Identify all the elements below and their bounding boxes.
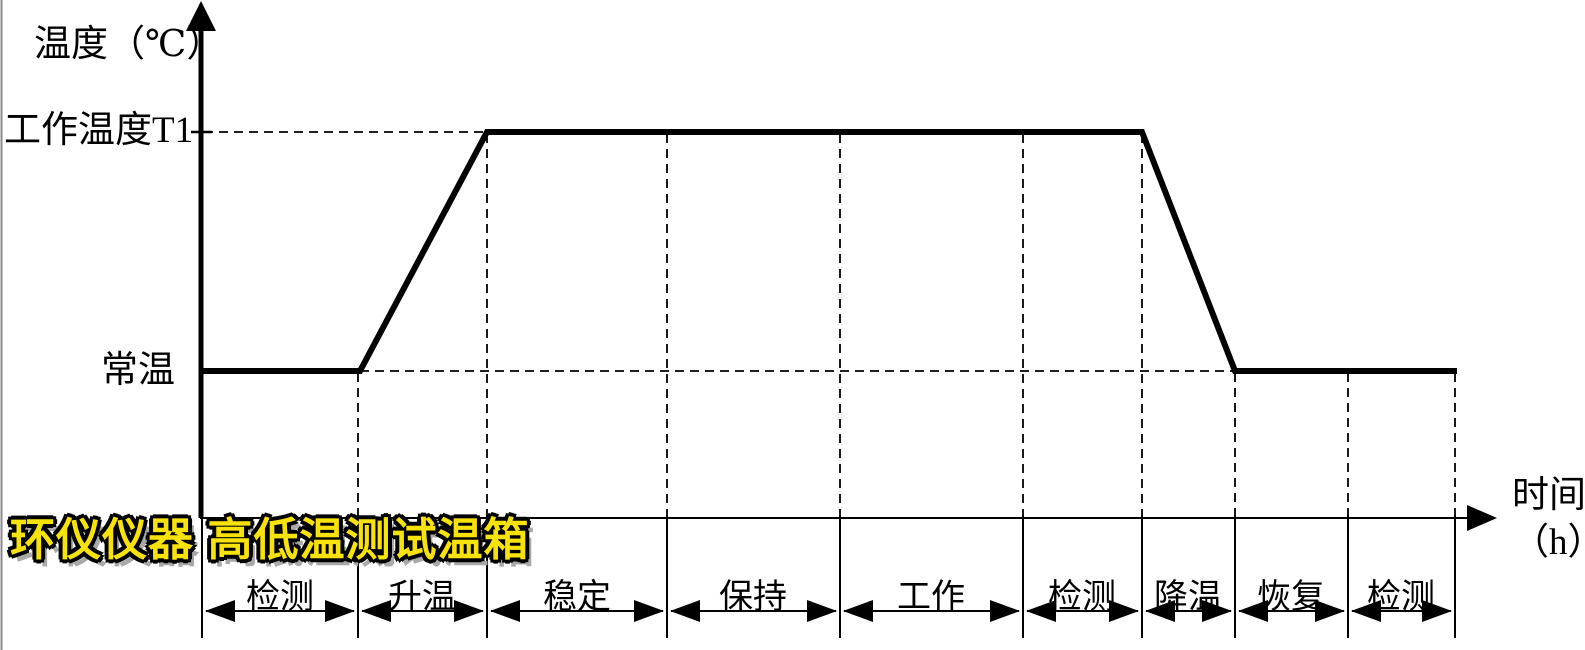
- phase-label-shengwen: 升温: [388, 579, 456, 616]
- phase-label-jiance-3: 检测: [1367, 579, 1435, 616]
- temperature-curve: [201, 129, 1457, 374]
- ambient-temp-label: 常温: [101, 350, 175, 391]
- x-axis-title: 时间: [1512, 475, 1585, 516]
- watermark-text: 环仪仪器 高低温测试温箱: [10, 514, 530, 565]
- phase-label-wending: 稳定: [543, 579, 611, 616]
- y-axis-arrow-icon: [186, 1, 216, 31]
- y-axis-title: 温度（℃）: [34, 24, 224, 65]
- phase-label-jiance-1: 检测: [246, 579, 314, 616]
- x-axis-arrow-icon: [1467, 505, 1497, 531]
- phase-label-jiangwen: 降温: [1154, 579, 1222, 616]
- x-axis-unit: （h）: [1512, 522, 1585, 563]
- phase-label-baochi: 保持: [719, 579, 787, 616]
- working-temp-label: 工作温度T1: [4, 110, 194, 151]
- phase-label-gongzuo: 工作: [897, 579, 965, 616]
- phase-label-jiance-2: 检测: [1048, 579, 1116, 616]
- phase-label-huifu: 恢复: [1257, 579, 1325, 616]
